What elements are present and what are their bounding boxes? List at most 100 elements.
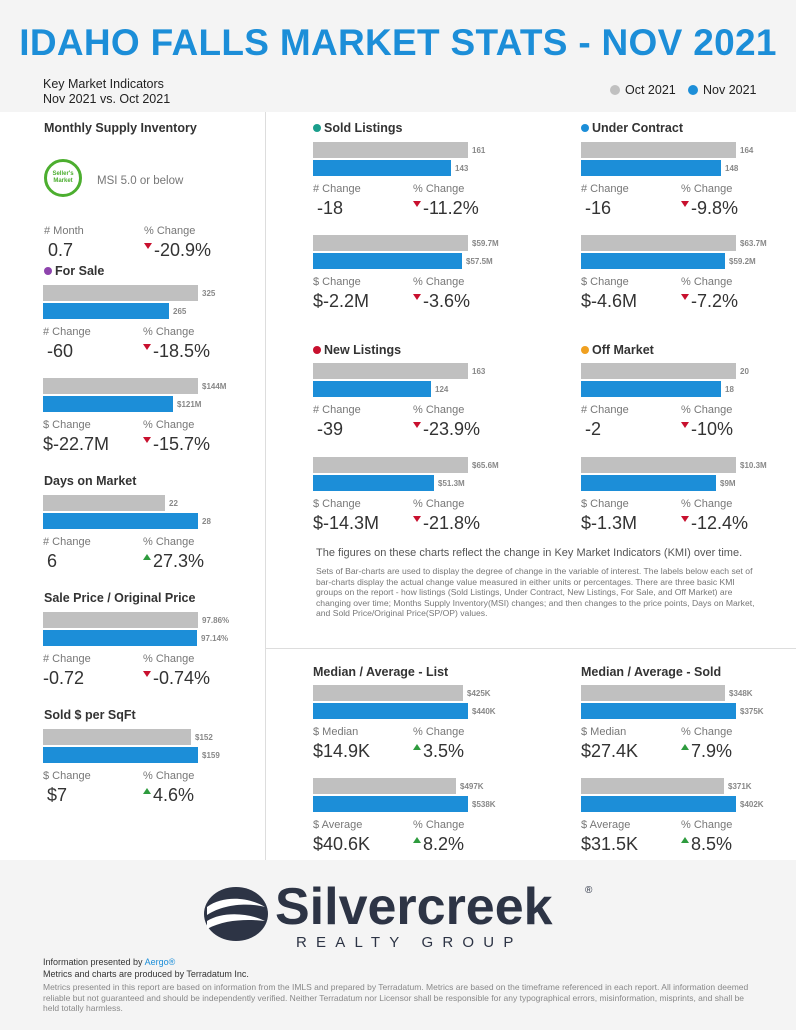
explain-body: Sets of Bar-charts are used to display t…: [316, 566, 755, 619]
sold-volume-value-2: -3.6%: [413, 291, 470, 312]
msi-value-1: 0.7: [48, 240, 74, 260]
under-contract-volume-label-2: % Change: [681, 276, 733, 288]
new-listings-count-label-2: % Change: [413, 404, 465, 416]
sold-count-value-2-text: -11.2%: [423, 198, 479, 218]
msi-title: Monthly Supply Inventory: [44, 121, 197, 135]
down-arrow-icon: [143, 436, 151, 443]
sold-median-bar-nov: [581, 703, 736, 719]
up-arrow-icon: [681, 743, 689, 750]
sold-volume-bar-nov: [313, 253, 462, 269]
dom-value-2: 27.3%: [143, 551, 204, 572]
msi-value-2-text: -20.9%: [154, 240, 212, 260]
for-sale-count-bar-nov: [43, 303, 169, 319]
off-market-volume-bar-oct: [581, 457, 736, 473]
under-contract-volume-bar-nov: [581, 253, 725, 269]
list-median-value-2-text: 3.5%: [423, 741, 465, 761]
new-listings-dot-icon: [313, 346, 321, 354]
sold-count-bar-nov-label: 143: [455, 164, 469, 173]
sold-average-value-2-text: 8.5%: [691, 834, 733, 854]
down-arrow-icon: [143, 343, 151, 350]
down-arrow-icon: [143, 670, 151, 677]
list-average-bar-nov-label: $538K: [472, 800, 496, 809]
down-arrow-icon: [413, 515, 421, 522]
new-listings-count-value-1: -39: [317, 419, 344, 439]
sold-count-bar-nov: [313, 160, 451, 176]
list-median-value-1: $14.9K: [313, 741, 371, 761]
sold-count-bar-oct-label: 161: [472, 146, 486, 155]
footer: [0, 860, 796, 1030]
for-sale-volume-value-1: $-22.7M: [43, 434, 110, 454]
off-market-volume-value-1: $-1.3M: [581, 513, 638, 533]
new-listings-count-bar-nov-label: 124: [435, 385, 449, 394]
sold-median-bar-oct: [581, 685, 725, 701]
under-contract-count-bar-nov: [581, 160, 721, 176]
off-market-count-label-1: # Change: [581, 404, 629, 416]
sqft-bar-oct-label: $152: [195, 733, 213, 742]
off-market-count-bar-nov: [581, 381, 721, 397]
off-market-count-bar-oct-label: 20: [740, 367, 749, 376]
under-contract-count-value-2: -9.8%: [681, 198, 738, 219]
under-contract-volume-bar-oct: [581, 235, 736, 251]
sold-volume-bar-nov-label: $57.5M: [466, 257, 493, 266]
off-market-count-bar-nov-label: 18: [725, 385, 734, 394]
sqft-bar-nov-label: $159: [202, 751, 220, 760]
dom-title: Days on Market: [44, 474, 137, 488]
spop-value-2-text: -0.74%: [153, 668, 211, 688]
new-listings-volume-bar-nov-label: $51.3M: [438, 479, 465, 488]
sqft-label-1: $ Change: [43, 770, 91, 782]
new-listings-title-text: New Listings: [324, 343, 402, 357]
down-arrow-icon: [681, 515, 689, 522]
msi-label-2: % Change: [144, 225, 196, 237]
new-listings-volume-value-2: -21.8%: [413, 513, 480, 534]
spop-bar-nov-label: 97.14%: [201, 634, 229, 643]
brand-registered: ®: [585, 885, 593, 896]
disclaimer: Metrics presented in this report are bas…: [43, 982, 749, 1013]
dom-value-1: 6: [47, 551, 58, 571]
sold-volume-value-2-text: -3.6%: [423, 291, 471, 311]
new-listings-volume-label-1: $ Change: [313, 498, 361, 510]
off-market-dot-icon: [581, 346, 589, 354]
legend-oct-label: Oct 2021: [625, 83, 676, 97]
legend-oct-dot: [610, 85, 620, 95]
dom-label-1: # Change: [43, 536, 91, 548]
new-listings-title: New Listings: [313, 343, 401, 357]
for-sale-count-label-1: # Change: [43, 326, 91, 338]
sold-price-title: Median / Average - Sold: [581, 665, 722, 679]
under-contract-title-text: Under Contract: [592, 121, 683, 135]
dom-value-2-text: 27.3%: [153, 551, 205, 571]
off-market-title: Off Market: [581, 343, 654, 357]
sold-volume-bar-oct: [313, 235, 468, 251]
under-contract-volume-bar-nov-label: $59.2M: [729, 257, 756, 266]
for-sale-count-bar-nov-label: 265: [173, 307, 187, 316]
msi-note: MSI 5.0 or below: [97, 175, 184, 187]
for-sale-count-value-2: -18.5%: [143, 341, 210, 362]
new-listings-count-value-2-text: -23.9%: [423, 419, 481, 439]
up-arrow-icon: [413, 743, 421, 750]
sold-median-value-2-text: 7.9%: [691, 741, 733, 761]
silvercreek-logo: Silvercreek ® REALTY GROUP: [203, 878, 603, 953]
sqft-value-2-text: 4.6%: [153, 785, 195, 805]
down-arrow-icon: [681, 293, 689, 300]
aergo-link[interactable]: Aergo®: [144, 957, 176, 967]
sqft-bar-oct: [43, 729, 191, 745]
under-contract-count-bar-nov-label: 148: [725, 164, 739, 173]
for-sale-title-text: For Sale: [55, 264, 105, 278]
new-listings-count-bar-nov: [313, 381, 431, 397]
under-contract-count-value-1: -16: [585, 198, 612, 218]
for-sale-count-bar-oct: [43, 285, 198, 301]
sold-volume-label-2: % Change: [413, 276, 465, 288]
spop-label-2: % Change: [143, 653, 195, 665]
brand-name: Silvercreek: [275, 878, 553, 936]
list-average-label-1: $ Average: [313, 819, 363, 831]
list-average-bar-oct: [313, 778, 456, 794]
under-contract-volume-value-2: -7.2%: [681, 291, 738, 312]
new-listings-count-label-1: # Change: [313, 404, 361, 416]
off-market-volume-bar-nov-label: $9M: [720, 479, 736, 488]
list-median-bar-oct: [313, 685, 463, 701]
sold-median-bar-nov-label: $375K: [740, 707, 764, 716]
new-listings-count-bar-oct: [313, 363, 468, 379]
for-sale-volume-bar-nov-label: $121M: [177, 400, 202, 409]
brand-subtitle: REALTY GROUP: [296, 934, 523, 951]
new-listings-volume-label-2: % Change: [413, 498, 465, 510]
down-arrow-icon: [144, 242, 152, 249]
